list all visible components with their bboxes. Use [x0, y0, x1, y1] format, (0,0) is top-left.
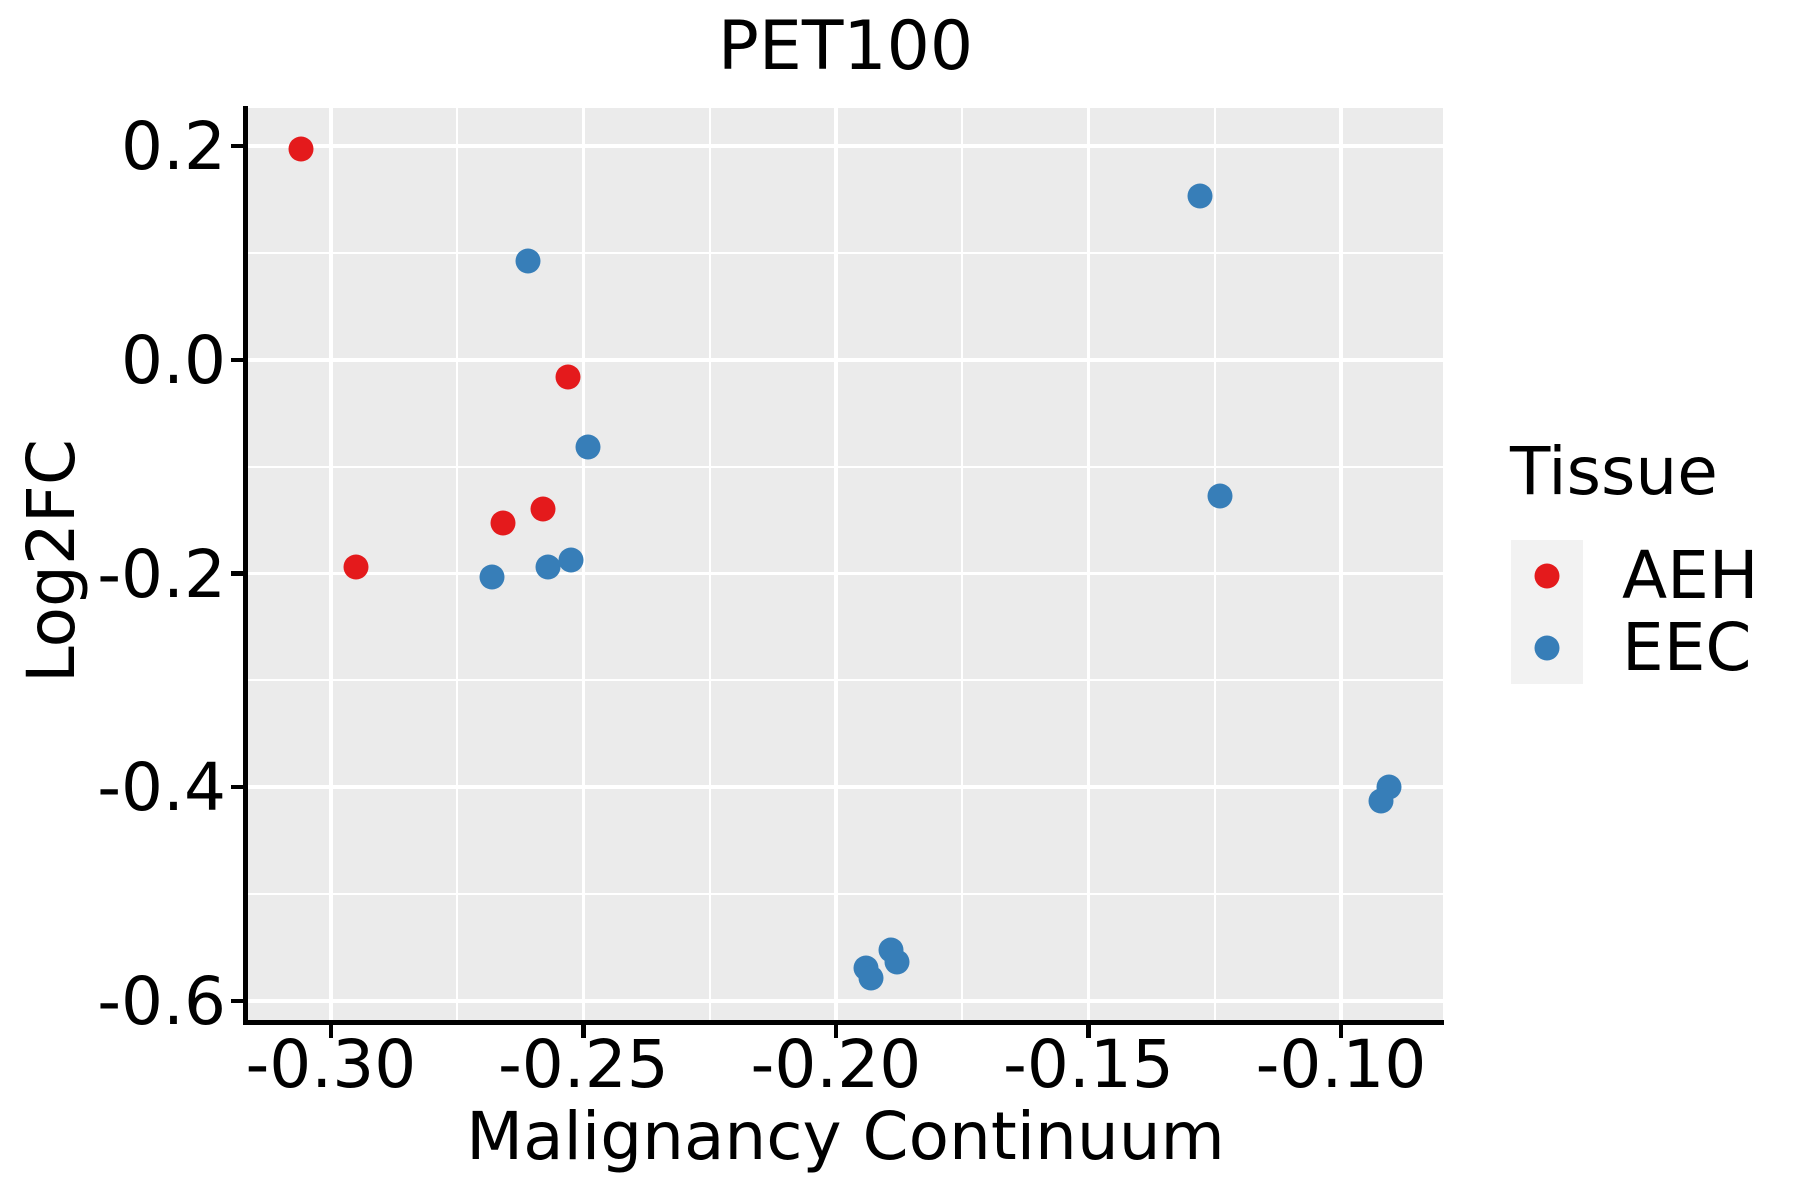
- y-tick-label: 0.0: [121, 321, 226, 399]
- legend-key: [1511, 612, 1583, 684]
- data-point-eec: [515, 248, 541, 274]
- x-tick-label: -0.10: [1255, 1026, 1427, 1103]
- y-tick-label: -0.4: [97, 749, 226, 827]
- x-tick-label: -0.15: [1003, 1026, 1174, 1103]
- x-gridline-major: [329, 108, 333, 1020]
- x-gridline-major: [834, 108, 838, 1020]
- y-tick: [231, 571, 244, 576]
- y-gridline-major: [248, 571, 1443, 576]
- legend-marker-eec: [1534, 635, 1560, 661]
- y-tick-label: -0.2: [97, 535, 226, 613]
- data-point-aeh: [288, 136, 314, 162]
- y-gridline-minor: [248, 893, 1443, 895]
- data-point-eec: [558, 547, 584, 573]
- data-point-eec: [1368, 788, 1394, 814]
- legend-title: Tissue: [1510, 433, 1718, 510]
- data-point-eec: [858, 965, 884, 991]
- legend-marker-aeh: [1534, 563, 1560, 589]
- data-point-eec: [575, 434, 601, 460]
- y-axis-label: Log2FC: [13, 439, 90, 683]
- y-gridline-major: [248, 144, 1443, 148]
- y-gridline-minor: [248, 679, 1443, 682]
- y-gridline-major: [248, 785, 1443, 789]
- data-point-eec: [479, 564, 505, 590]
- legend-key: [1511, 540, 1583, 612]
- x-tick-label: -0.30: [245, 1026, 417, 1103]
- data-point-eec: [535, 554, 561, 580]
- y-tick: [231, 143, 244, 149]
- y-tick: [231, 784, 244, 790]
- x-gridline-minor: [456, 108, 458, 1020]
- x-tick-label: -0.20: [750, 1026, 922, 1103]
- x-gridline-minor: [1213, 108, 1216, 1020]
- y-tick-label: -0.6: [97, 962, 226, 1040]
- x-tick: [1338, 1025, 1344, 1038]
- data-point-eec: [1187, 183, 1213, 209]
- legend-label-eec: EEC: [1622, 609, 1752, 686]
- x-gridline-major: [1339, 108, 1343, 1020]
- data-point-eec: [884, 949, 909, 975]
- x-tick: [1086, 1025, 1091, 1038]
- x-tick: [581, 1025, 586, 1038]
- x-gridline-major: [581, 108, 586, 1020]
- data-point-eec: [1207, 483, 1233, 509]
- y-tick-label: 0.2: [121, 108, 226, 186]
- x-gridline-minor: [708, 108, 711, 1020]
- plot-panel: [248, 108, 1443, 1020]
- x-tick: [328, 1025, 334, 1038]
- y-gridline-minor: [248, 465, 1443, 468]
- y-axis-spine: [243, 106, 248, 1025]
- data-point-aeh: [555, 364, 581, 390]
- x-axis-label: Malignancy Continuum: [466, 1098, 1225, 1175]
- x-gridline-minor: [961, 108, 964, 1020]
- y-gridline-minor: [248, 252, 1443, 254]
- y-gridline-major: [248, 358, 1443, 362]
- x-axis-spine: [243, 1020, 1444, 1025]
- data-point-aeh: [490, 510, 516, 536]
- data-point-aeh: [530, 496, 556, 522]
- y-tick: [231, 357, 244, 363]
- x-tick: [833, 1025, 839, 1038]
- y-tick: [231, 998, 244, 1004]
- legend-label-aeh: AEH: [1622, 537, 1759, 614]
- plot-title: PET100: [717, 7, 974, 86]
- x-gridline-major: [1086, 108, 1091, 1020]
- y-gridline-major: [248, 999, 1443, 1003]
- x-tick-label: -0.25: [497, 1026, 669, 1103]
- data-point-aeh: [343, 554, 369, 580]
